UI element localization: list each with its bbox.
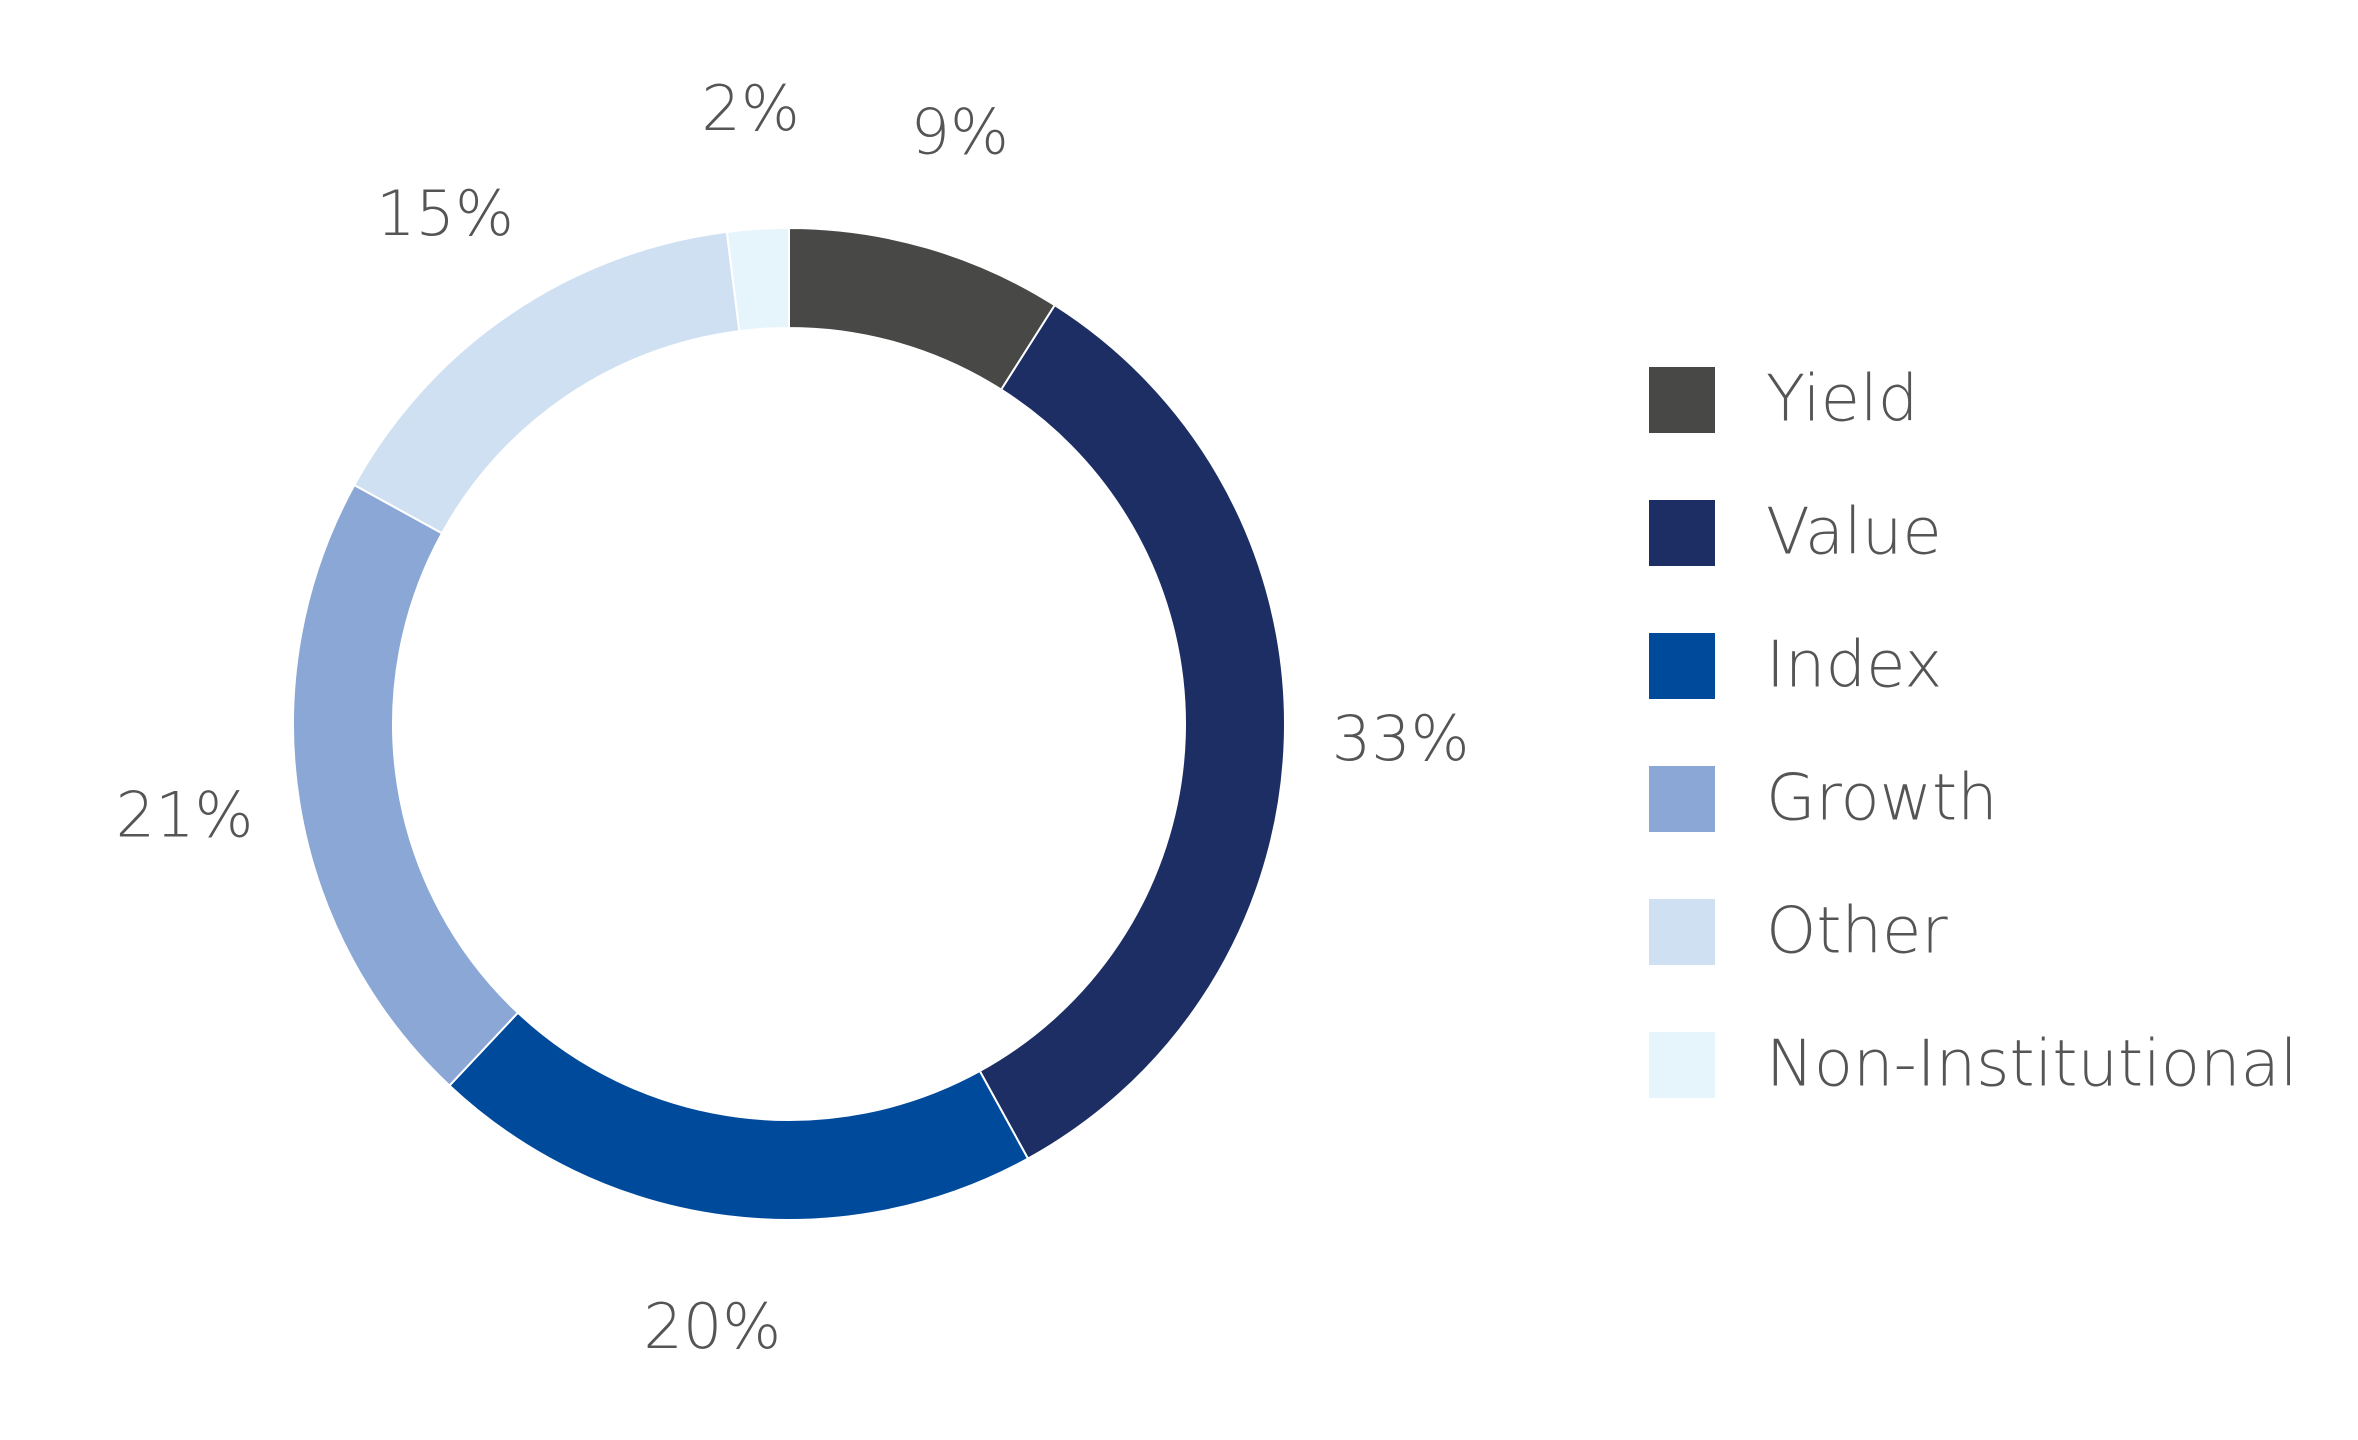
legend-label: Other [1766, 895, 1948, 969]
legend-label: Growth [1766, 762, 1998, 836]
legend-label: Value [1766, 496, 1942, 570]
legend-swatch [1649, 899, 1715, 965]
legend-swatch [1649, 766, 1715, 832]
data-label: 9% [911, 95, 1009, 168]
donut-segment [788, 226, 1057, 392]
data-label: 2% [701, 72, 799, 145]
donut-segment [978, 303, 1286, 1161]
donut-segment [352, 230, 741, 535]
donut-segment [448, 1011, 1030, 1221]
legend-swatch [1649, 500, 1715, 566]
legend-swatch [1649, 1032, 1715, 1098]
donut-segment [725, 226, 790, 333]
legend-label: Index [1766, 629, 1942, 703]
donut-segment [292, 483, 520, 1087]
data-label: 21% [116, 779, 254, 852]
legend-swatch [1649, 367, 1715, 433]
data-label: 15% [376, 177, 514, 250]
legend-label: Yield [1766, 363, 1918, 437]
legend-swatch [1649, 633, 1715, 699]
legend-label: Non-Institutional [1766, 1028, 2298, 1102]
data-label: 20% [643, 1290, 781, 1363]
data-label: 33% [1332, 702, 1470, 775]
